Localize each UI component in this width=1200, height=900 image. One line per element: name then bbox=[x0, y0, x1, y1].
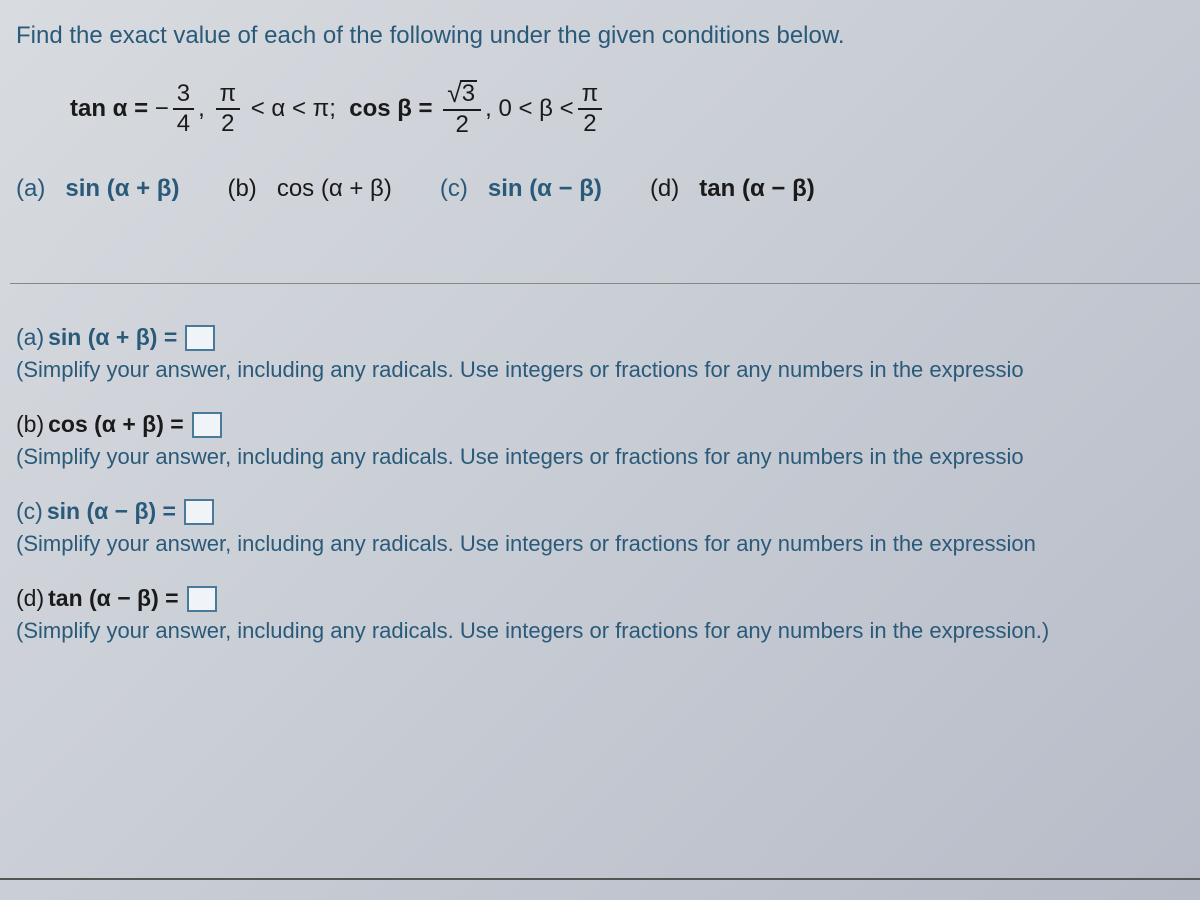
parts-list: (a) sin (α + β) (b) cos (α + β) (c) sin … bbox=[10, 175, 1200, 203]
qd-input[interactable] bbox=[187, 586, 217, 612]
part-a-expr: sin (α + β) bbox=[65, 175, 179, 202]
cos-label: cos β = bbox=[349, 95, 432, 123]
qb-input[interactable] bbox=[192, 412, 222, 438]
question-d: (d) tan (α − β) = (Simplify your answer,… bbox=[10, 585, 1200, 644]
sqrt-3: √3 bbox=[447, 80, 477, 106]
comma-2: , bbox=[485, 95, 492, 123]
part-c-expr: sin (α − β) bbox=[488, 175, 602, 202]
qc-label: (c) bbox=[16, 498, 43, 525]
tan-label: tan α = bbox=[70, 95, 148, 123]
part-b-label: (b) bbox=[227, 175, 256, 202]
qd-expr: tan (α − β) = bbox=[48, 585, 178, 612]
qb-expr: cos (α + β) = bbox=[48, 411, 184, 438]
question-c: (c) sin (α − β) = (Simplify your answer,… bbox=[10, 498, 1200, 557]
comma-1: , bbox=[198, 95, 205, 123]
part-a-label: (a) bbox=[16, 175, 45, 202]
qc-input[interactable] bbox=[184, 499, 214, 525]
section-divider bbox=[10, 283, 1200, 284]
part-c-label: (c) bbox=[440, 175, 468, 202]
part-b-expr: cos (α + β) bbox=[277, 175, 392, 202]
part-d-label: (d) bbox=[650, 175, 679, 202]
qa-hint: (Simplify your answer, including any rad… bbox=[16, 357, 1200, 383]
frac-pi-over-2-a: π 2 bbox=[216, 82, 241, 136]
question-a: (a) sin (α + β) = (Simplify your answer,… bbox=[10, 324, 1200, 383]
qc-expr: sin (α − β) = bbox=[47, 498, 176, 525]
frac-three-fourths: 3 4 bbox=[173, 82, 194, 136]
qd-hint: (Simplify your answer, including any rad… bbox=[16, 618, 1200, 644]
alpha-range: < α < π; bbox=[251, 95, 336, 123]
part-d-expr: tan (α − β) bbox=[699, 175, 814, 202]
bottom-divider bbox=[0, 878, 1200, 880]
question-b: (b) cos (α + β) = (Simplify your answer,… bbox=[10, 411, 1200, 470]
qa-label: (a) bbox=[16, 324, 44, 351]
beta-range-left: 0 < β < bbox=[498, 95, 573, 123]
qb-hint: (Simplify your answer, including any rad… bbox=[16, 444, 1200, 470]
qd-label: (d) bbox=[16, 585, 44, 612]
given-conditions: tan α = − 3 4 , π 2 < α < π; cos β = √3 … bbox=[10, 80, 1200, 137]
instruction-text: Find the exact value of each of the foll… bbox=[10, 22, 1200, 50]
qa-expr: sin (α + β) = bbox=[48, 324, 177, 351]
neg-sign: − bbox=[155, 95, 169, 123]
frac-pi-over-2-b: π 2 bbox=[578, 82, 603, 136]
frac-sqrt3-over-2: √3 2 bbox=[443, 80, 481, 137]
qa-input[interactable] bbox=[185, 325, 215, 351]
qc-hint: (Simplify your answer, including any rad… bbox=[16, 531, 1200, 557]
qb-label: (b) bbox=[16, 411, 44, 438]
